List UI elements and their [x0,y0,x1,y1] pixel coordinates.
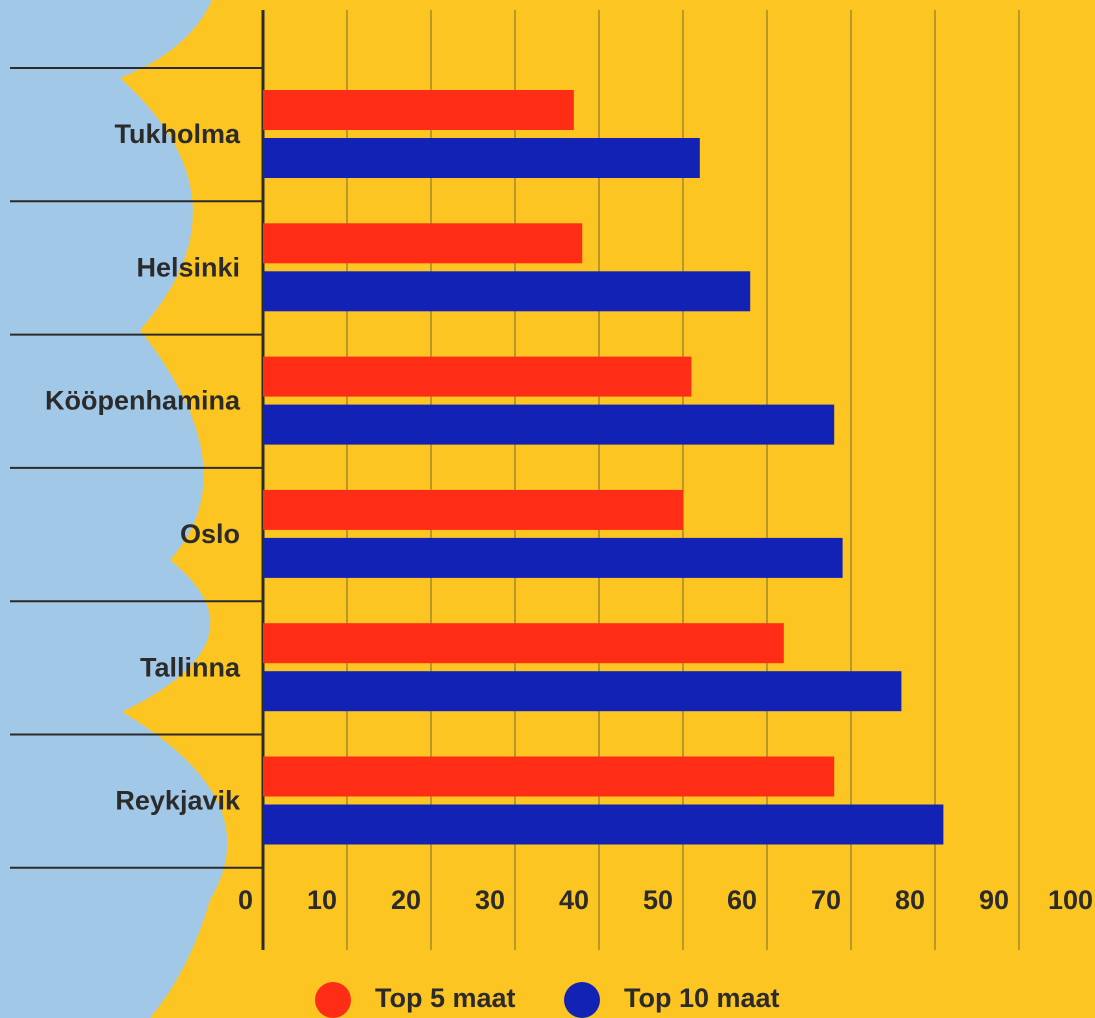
legend-label: Top 10 maat [624,983,780,1013]
x-tick-label: 20 [391,885,421,915]
bar [263,223,582,263]
x-tick-label: 90 [979,885,1009,915]
y-tick-label: Tukholma [114,119,240,149]
x-tick-label: 40 [559,885,589,915]
x-tick-label: 80 [895,885,925,915]
bar [263,271,750,311]
x-tick-label: 50 [643,885,673,915]
bar [263,757,834,797]
legend-swatch [564,982,600,1018]
x-tick-label: 70 [811,885,841,915]
chart: 0 10 20 30 40 50 60 70 80 90 100 Tukholma Helsinki Kö… [0,0,1095,1018]
bar [263,90,574,130]
x-tick-label: 60 [727,885,757,915]
bar [263,490,683,530]
x-tick-label: 0 [238,885,253,915]
y-tick-label: Helsinki [136,252,240,282]
y-tick-label: Reykjavik [115,786,241,816]
bar [263,405,834,445]
y-tick-label: Oslo [180,519,240,549]
legend-swatch [315,982,351,1018]
bar [263,538,843,578]
x-tick-label: 100 [1048,885,1093,915]
x-tick-label: 30 [475,885,505,915]
bar [263,357,691,397]
bar [263,805,943,845]
bar [263,623,784,663]
x-tick-label: 10 [307,885,337,915]
bar [263,138,700,178]
y-tick-label: Tallinna [140,652,241,682]
y-tick-label: Kööpenhamina [45,386,241,416]
bar [263,671,901,711]
legend-label: Top 5 maat [375,983,516,1013]
